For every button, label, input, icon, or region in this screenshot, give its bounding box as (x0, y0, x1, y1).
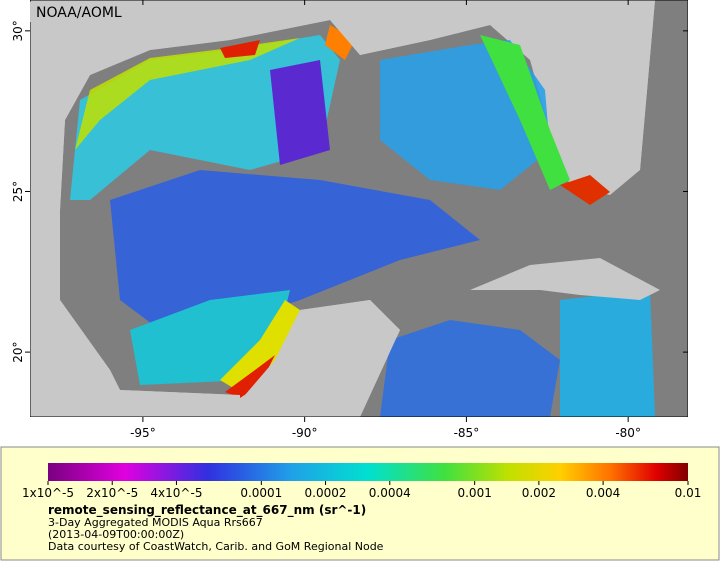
data-patch (560, 175, 610, 205)
legend-description: 3-Day Aggregated MODIS Aqua Rrs667 (48, 516, 263, 529)
map-label: NOAA/AOML (36, 5, 122, 21)
x-tick-label: -80° (615, 426, 641, 440)
no-data (655, 0, 688, 417)
colorbar-tick-label: 0.01 (675, 486, 702, 500)
colorbar (48, 463, 688, 481)
data-patch (220, 40, 260, 58)
map (30, 0, 688, 417)
colorbar-tick-label: 4x10^-5 (150, 486, 202, 500)
land (470, 258, 660, 300)
land (30, 0, 530, 417)
colorbar-tick-label: 0.004 (586, 486, 620, 500)
legend-variable: remote_sensing_reflectance_at_667_nm (sr… (48, 503, 366, 518)
land (240, 300, 400, 417)
y-tick-label: 25° (11, 181, 25, 202)
colorbar-tick-label: 1x10^-5 (22, 486, 74, 500)
colorbar-tick-label: 0.0001 (240, 486, 282, 500)
x-tick-label: -95° (130, 426, 156, 440)
x-tick-label: -90° (292, 426, 318, 440)
data-patch (560, 290, 655, 417)
colorbar-ticks: 1x10^-5 2x10^-5 4x10^-5 0.0001 0.0002 0.0004 0… (22, 481, 701, 500)
data-patch (75, 38, 300, 150)
data-patch (480, 35, 570, 190)
data-patch (325, 25, 355, 60)
land (545, 0, 655, 175)
colorbar-tick-label: 0.0004 (369, 486, 411, 500)
data-patch (110, 170, 480, 330)
label-bg (30, 2, 122, 22)
colorbar-tick-label: 2x10^-5 (86, 486, 138, 500)
data-patch (380, 320, 560, 417)
axes: -95° -90° -85° -80° 30° 25° 20° (11, 0, 688, 440)
land (60, 300, 240, 417)
data-patch (270, 60, 330, 165)
x-tick-label: -85° (454, 426, 480, 440)
y-tick-label: 20° (11, 341, 25, 362)
colorbar-tick-label: 0.0002 (305, 486, 347, 500)
legend-time: (2013-04-09T00:00:00Z) (48, 528, 184, 541)
y-tick-label: 30° (11, 20, 25, 41)
data-patch (225, 355, 275, 398)
colorbar-tick-label: 0.001 (457, 486, 491, 500)
legend-credit: Data courtesy of CoastWatch, Carib. and … (48, 540, 384, 553)
data-patch (220, 300, 300, 395)
colorbar-tick-label: 0.002 (522, 486, 556, 500)
